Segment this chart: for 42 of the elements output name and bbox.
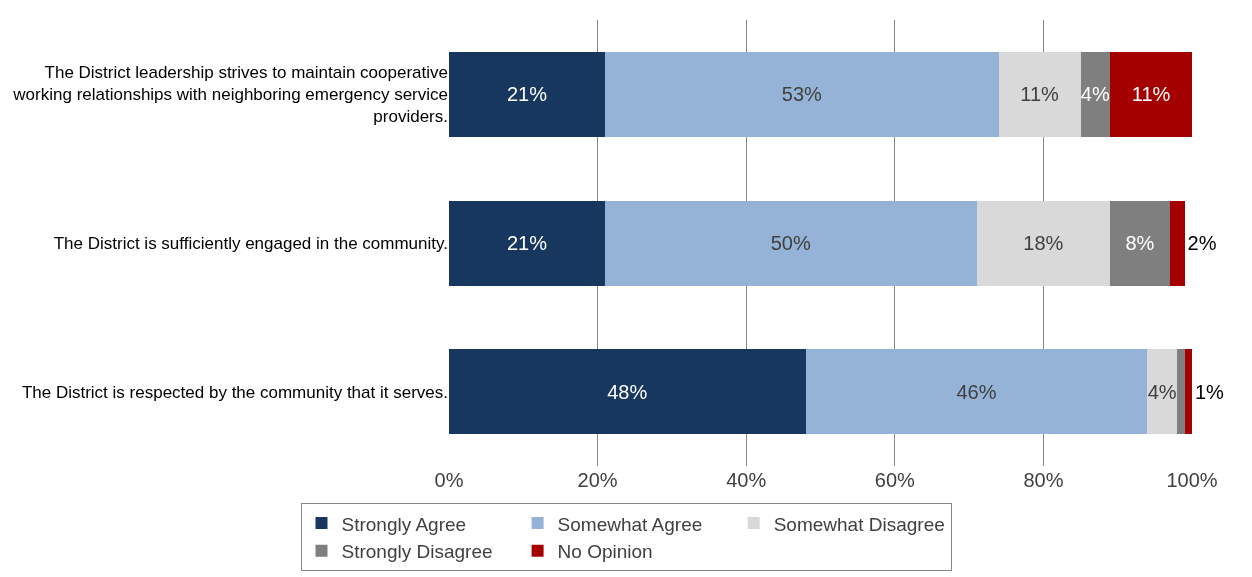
legend-label: Strongly Agree <box>341 513 467 535</box>
legend-label: Somewhat Disagree <box>773 513 945 535</box>
bar <box>998 51 1081 137</box>
bar <box>449 349 806 435</box>
legend-label: Somewhat Agree <box>557 513 703 535</box>
bar <box>805 349 1148 435</box>
data-label: 2% <box>1187 232 1217 255</box>
bar <box>605 51 999 137</box>
data-label: 4% <box>1080 83 1110 106</box>
data-label: 53% <box>781 83 823 106</box>
data-label: 18% <box>1023 232 1064 255</box>
x-tick-label: 80% <box>1023 469 1064 492</box>
data-label: 21% <box>506 83 548 106</box>
data-label: 4% <box>1147 380 1177 403</box>
bar <box>1169 200 1185 286</box>
data-label: 21% <box>506 232 548 255</box>
legend-label: Strongly Disagree <box>341 541 493 563</box>
bar <box>976 200 1111 286</box>
data-label: 46% <box>956 380 997 403</box>
data-label: 1% <box>1195 380 1225 403</box>
bar <box>605 200 977 286</box>
bar <box>1110 200 1170 286</box>
data-label: 11% <box>1020 83 1060 106</box>
legend-label: No Opinion <box>557 541 653 563</box>
bar <box>1184 349 1192 435</box>
bar <box>1177 349 1185 435</box>
x-tick-label: 100% <box>1166 469 1218 492</box>
data-label: 11% <box>1131 83 1171 106</box>
x-tick-label: 0% <box>434 469 464 492</box>
bar <box>449 200 606 286</box>
x-tick-label: 40% <box>726 469 767 492</box>
bar <box>1147 349 1178 435</box>
data-label: 8% <box>1125 232 1155 255</box>
data-label: 50% <box>770 232 811 255</box>
bar <box>1110 51 1192 137</box>
y-tick-label: The District is respected by the community that it serves. <box>21 382 448 402</box>
x-tick-label: 20% <box>577 469 618 492</box>
bar <box>449 51 606 137</box>
y-tick-label: The District is sufficiently engaged in the community. <box>53 234 448 254</box>
y-tick-label: The District leadership strives to maintain cooperative working relationships with neighboring emergency service providers. <box>12 63 448 127</box>
x-tick-label: 60% <box>874 469 916 492</box>
data-label: 48% <box>607 380 648 403</box>
